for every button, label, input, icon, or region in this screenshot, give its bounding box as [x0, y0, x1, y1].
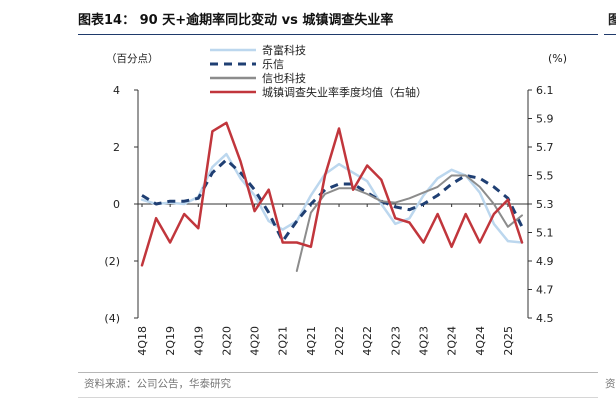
left-tick-label: 0 — [113, 198, 120, 211]
x-tick-label: 4Q19 — [192, 326, 205, 356]
x-tick-label: 4Q20 — [249, 326, 262, 356]
right-tick-label: 5.7 — [536, 141, 554, 154]
x-tick-label: 2Q19 — [164, 326, 177, 356]
bottom-divider — [78, 397, 598, 398]
x-tick-label: 2Q22 — [333, 326, 346, 356]
legend-label-3: 信也科技 — [262, 71, 306, 85]
x-tick-label: 2Q23 — [389, 326, 402, 356]
legend-label-2: 乐信 — [262, 58, 284, 71]
series-line-4 — [140, 121, 524, 267]
chart-axes: 4 2 0 (2) (4) 6.1 5.9 5.7 5.5 5.3 5.1 4.9 4.7 4.5 （百分点… — [104, 52, 567, 325]
source-divider — [78, 372, 598, 373]
next-figure-title-fragment: 图 — [608, 13, 616, 28]
right-tick-label: 6.1 — [536, 84, 554, 97]
left-axis-unit: （百分点） — [106, 53, 159, 65]
right-tick-label: 4.9 — [536, 255, 554, 268]
left-tick-label: 4 — [113, 84, 120, 97]
line-chart: 4 2 0 (2) (4) 6.1 5.9 5.7 5.5 5.3 5.1 4.9 4.7 4.5 （百分点… — [104, 43, 567, 356]
right-tick-label: 5.5 — [536, 170, 554, 183]
x-axis-labels: 4Q18 2Q19 4Q19 2Q20 4Q20 2Q21 4Q21 2Q22 4Q22 2Q23… — [136, 204, 515, 356]
figure-title: 图表14： 90 天+逾期率同比变动 vs 城镇调查失业率 — [78, 13, 394, 28]
series-line-3 — [295, 174, 523, 272]
next-figure-source-fragment: 资 — [605, 378, 616, 390]
x-tick-label: 2Q20 — [220, 326, 233, 356]
next-figure-stub: 图 — [604, 0, 616, 35]
right-tick-label: 5.1 — [536, 227, 554, 240]
legend-label-1: 奇富科技 — [262, 43, 306, 57]
left-tick-label: 2 — [113, 141, 120, 154]
x-tick-label: 2Q24 — [446, 326, 459, 356]
right-tick-label: 5.9 — [536, 113, 554, 126]
x-tick-label: 4Q18 — [136, 326, 149, 356]
x-tick-label: 4Q21 — [305, 326, 318, 356]
left-tick-label: (2) — [104, 255, 120, 268]
x-tick-label: 4Q23 — [417, 326, 430, 356]
right-tick-label: 4.7 — [536, 284, 554, 297]
right-tick-label: 4.5 — [536, 312, 554, 325]
x-tick-label: 4Q24 — [474, 326, 487, 356]
right-axis-unit: (%) — [548, 52, 567, 65]
x-tick-label: 2Q21 — [277, 326, 290, 356]
left-tick-label: (4) — [104, 312, 120, 325]
source-note: 资料来源：公司公告，华泰研究 — [84, 378, 231, 390]
chart-series — [140, 121, 524, 272]
right-tick-label: 5.3 — [536, 198, 554, 211]
x-tick-label: 2Q25 — [502, 326, 515, 356]
figure-header: 图表14： 90 天+逾期率同比变动 vs 城镇调查失业率 — [78, 0, 598, 35]
legend-label-4: 城镇调查失业率季度均值（右轴） — [262, 85, 427, 99]
x-tick-label: 4Q22 — [361, 326, 374, 356]
